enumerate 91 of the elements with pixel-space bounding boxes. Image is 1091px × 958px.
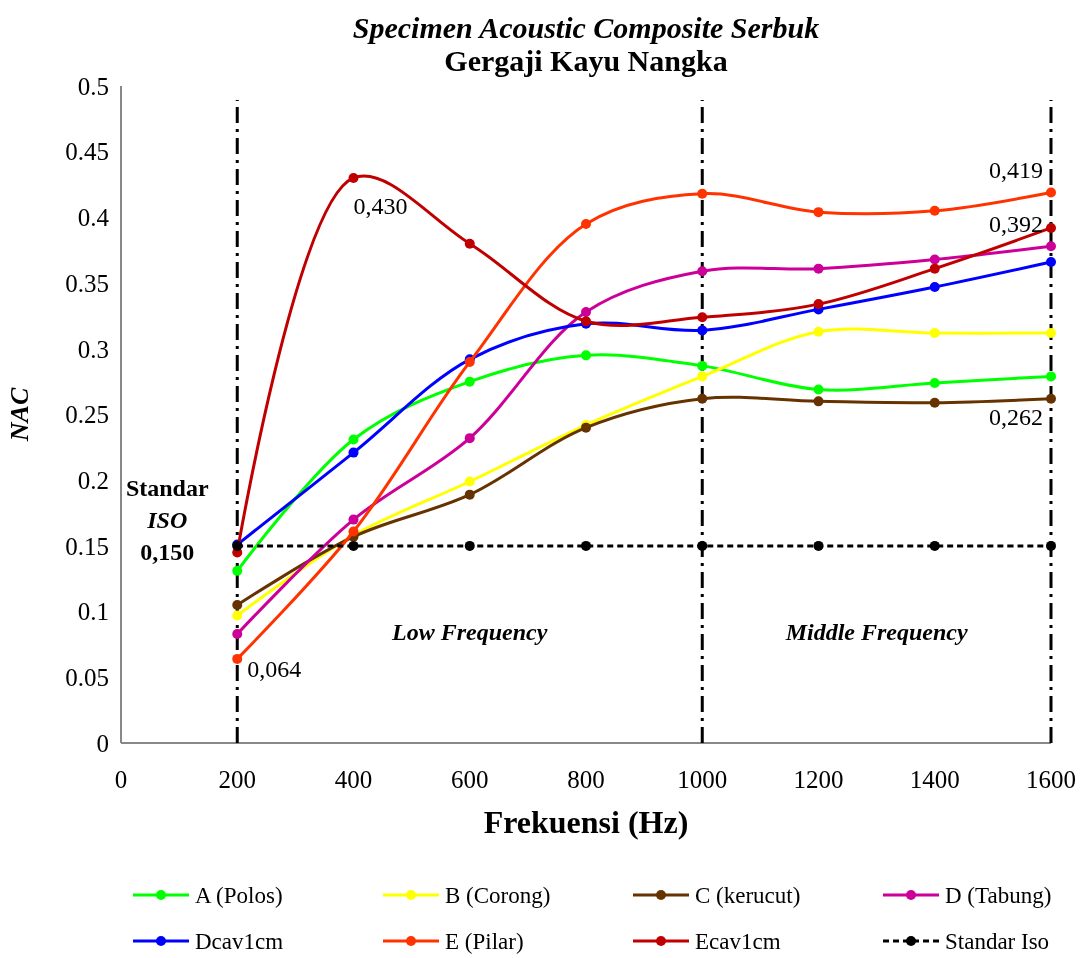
point — [697, 360, 708, 371]
annotation: Standar ISO 0,150 — [125, 474, 209, 565]
point — [813, 207, 824, 218]
legend-label: Ecav1cm — [695, 929, 781, 955]
legend-label: Dcav1cm — [195, 929, 284, 955]
chart-title: Specimen Acoustic Composite Serbuk Gergaji Kayu Nangka — [352, 11, 820, 77]
point — [348, 514, 359, 525]
point — [1046, 371, 1056, 382]
x-tick-label: 200 — [218, 766, 256, 793]
y-tick-label: 0 — [96, 729, 109, 757]
x-tick-label: 1200 — [793, 766, 844, 793]
annotation: 0,430 — [353, 192, 408, 219]
x-axis-title: Frekuensi (Hz) — [483, 804, 689, 840]
point — [813, 384, 824, 395]
y-tick-label: 0.5 — [77, 72, 109, 100]
annotation: Low Frequency — [391, 618, 548, 645]
y-tick-label: 0.3 — [77, 335, 109, 363]
point — [1046, 241, 1056, 252]
point — [813, 326, 824, 337]
y-tick-label: 0.1 — [77, 598, 109, 626]
point — [1046, 540, 1056, 551]
point — [697, 325, 708, 336]
point — [929, 254, 940, 265]
point — [697, 188, 708, 199]
point — [348, 172, 359, 183]
legend-label: E (Pilar) — [445, 929, 524, 955]
point — [464, 238, 475, 249]
x-tick-label: 600 — [451, 766, 489, 793]
y-tick-label: 0.4 — [77, 204, 110, 232]
point — [581, 218, 591, 229]
point — [929, 282, 940, 293]
y-tick-label: 0.15 — [65, 532, 109, 560]
point — [929, 328, 940, 339]
point — [929, 377, 940, 388]
legend-label: D (Tabung) — [945, 883, 1052, 909]
point — [929, 205, 940, 216]
point — [813, 299, 824, 310]
point — [697, 266, 708, 277]
point — [232, 565, 243, 576]
point — [929, 263, 940, 274]
point — [581, 350, 591, 361]
point — [1046, 257, 1056, 268]
point — [464, 540, 475, 551]
point — [697, 312, 708, 323]
legend-label: Standar Iso — [945, 929, 1050, 955]
point — [929, 540, 940, 551]
point — [813, 396, 824, 407]
point — [697, 371, 708, 382]
annotation: 0,419 — [989, 157, 1043, 184]
annotation: 0,262 — [989, 403, 1043, 430]
x-tick-label: 1400 — [909, 766, 960, 793]
legend-label: B (Corong) — [445, 883, 551, 909]
point — [697, 540, 708, 551]
y-tick-label: 0.05 — [65, 664, 109, 692]
point — [581, 307, 591, 318]
y-tick-label: 0.45 — [65, 138, 109, 166]
point — [1046, 222, 1056, 233]
point — [232, 600, 243, 611]
point — [232, 653, 243, 664]
y-axis-title: NAC — [5, 387, 34, 443]
point — [232, 610, 243, 621]
annotation: 0,064 — [247, 655, 302, 682]
point — [348, 434, 359, 445]
x-tick-label: 1000 — [677, 766, 728, 793]
legend-label: A (Polos) — [195, 883, 283, 909]
x-tick-label: 0 — [114, 766, 128, 793]
point — [464, 489, 475, 500]
point — [348, 447, 359, 458]
point — [1046, 187, 1056, 198]
point — [929, 397, 940, 408]
point — [581, 540, 591, 551]
point — [348, 540, 359, 551]
y-tick-label: 0.2 — [77, 466, 109, 494]
x-tick-label: 400 — [334, 766, 373, 793]
x-tick-label: 1600 — [1026, 766, 1076, 793]
point — [348, 526, 359, 537]
point — [464, 476, 475, 487]
legend-label: C (kerucut) — [695, 883, 801, 909]
y-tick-label: 0.25 — [65, 401, 109, 429]
point — [813, 263, 824, 274]
annotation: Middle Frequency — [784, 618, 968, 645]
point — [464, 376, 475, 387]
point — [1046, 393, 1056, 404]
point — [813, 540, 824, 551]
point — [232, 628, 243, 639]
point — [464, 433, 475, 444]
y-tick-label: 0.35 — [65, 269, 109, 297]
x-tick-label: 800 — [567, 766, 605, 793]
point — [1046, 328, 1056, 339]
point — [697, 393, 708, 404]
annotation: 0,392 — [989, 210, 1043, 237]
